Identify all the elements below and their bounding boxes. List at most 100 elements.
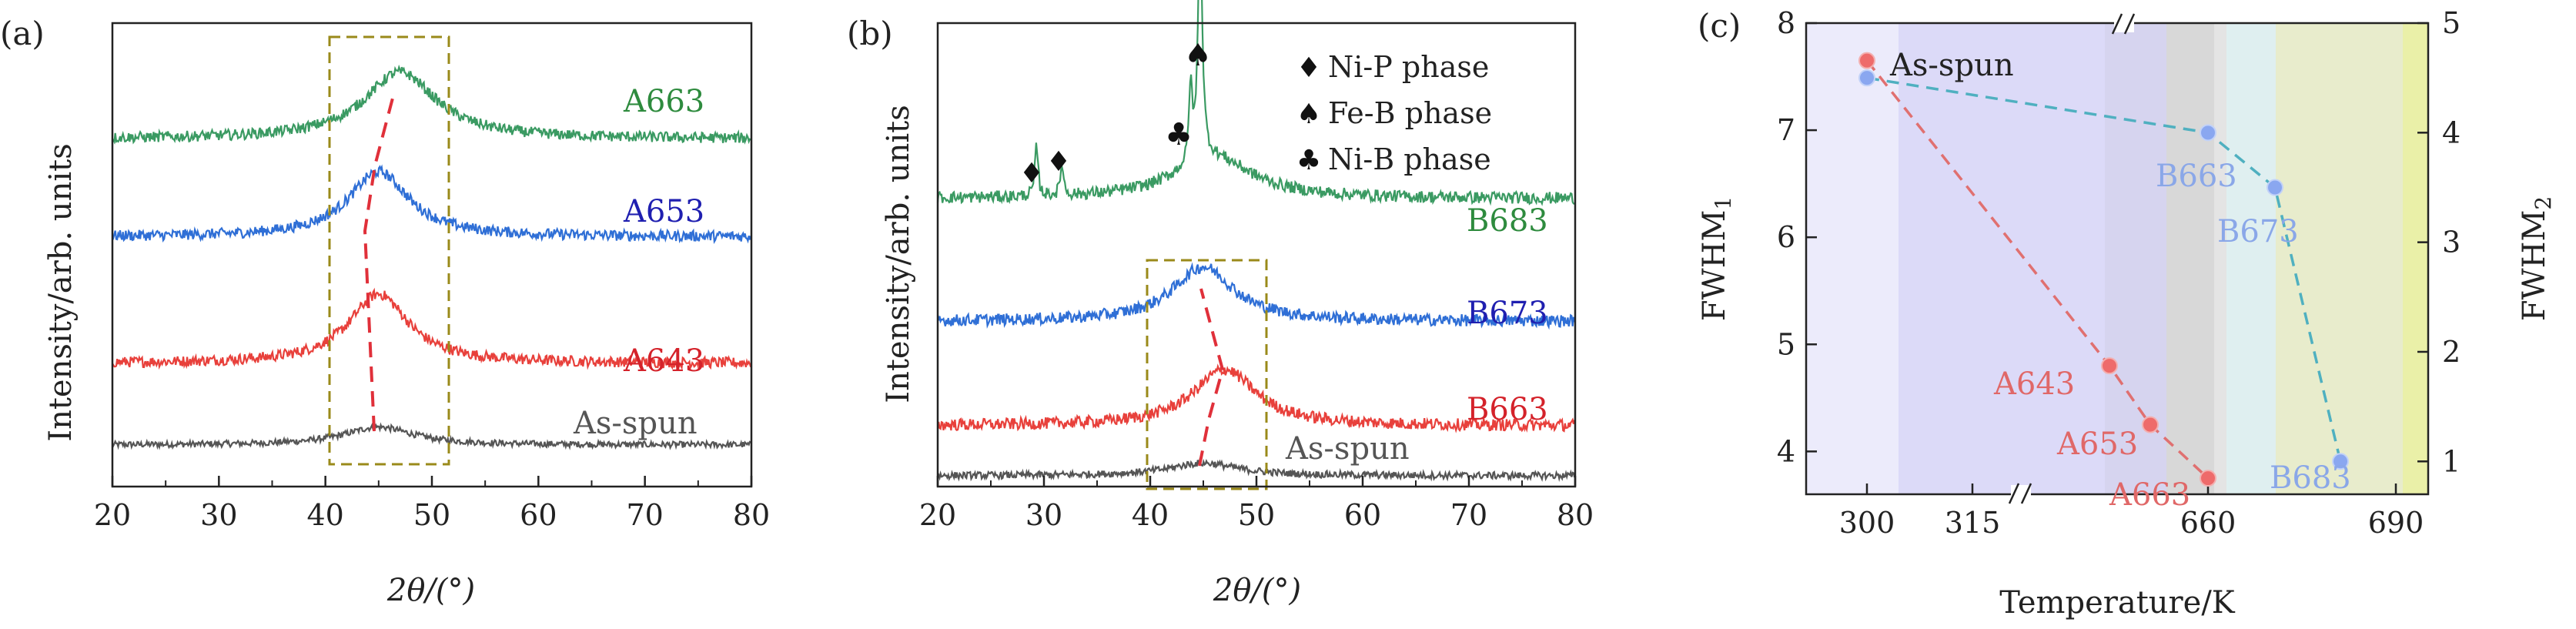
legend-text-nip: Ni-P phase xyxy=(1328,50,1489,84)
panel-a-label-a643: A643 xyxy=(623,343,704,379)
fwhm2-point-b663 xyxy=(2200,124,2216,142)
panel-a-tag: (a) xyxy=(0,15,45,52)
panel-c-xlabel: Temperature/K xyxy=(1999,585,2236,621)
xrd-curve-as-spun xyxy=(111,422,751,450)
panel-a-label-a653: A653 xyxy=(623,194,704,229)
c-y-left-tick-label: 8 xyxy=(1777,6,1795,40)
panel-b-ylabel-group: Intensity/arb. units xyxy=(881,105,916,403)
c-y-left-tick-label: 6 xyxy=(1777,220,1795,254)
panel-a-curves xyxy=(111,64,752,450)
fwhm2-point-b673 xyxy=(2267,179,2283,196)
panel-a-ylabel: Intensity/arb. units xyxy=(43,143,79,441)
fwhm1-line xyxy=(1865,59,2210,480)
panel-b-label-as-spun: As-spun xyxy=(1285,431,1410,467)
fwhm1-point-as-spun xyxy=(1858,52,1875,69)
panel-c-point-label-a653: A653 xyxy=(2056,427,2138,462)
x-tick-label: 80 xyxy=(733,498,770,532)
panel-b-label-b673: B673 xyxy=(1467,296,1548,331)
panel-c-point-label-a643: A643 xyxy=(1993,366,2075,402)
panel-a-xlabel: 2θ/(°) xyxy=(386,573,475,608)
fwhm1-point-a653 xyxy=(2142,416,2159,433)
panel-b-tag: (b) xyxy=(847,15,893,52)
x-tick-label: 20 xyxy=(919,498,956,532)
panel-b-peak-symbol-nip-2: ♦ xyxy=(1046,146,1071,178)
c-y-right-tick-label: 1 xyxy=(2442,444,2461,478)
x-tick-label: 60 xyxy=(1344,498,1381,532)
c-x-tick-label: 660 xyxy=(2180,506,2236,540)
panel-c-point-label-a663: A663 xyxy=(2109,477,2190,513)
panel-b-xlabel: 2θ/(°) xyxy=(1213,573,1301,608)
panel-a-peak-trend-line xyxy=(363,92,396,432)
panel-b-xaxis: 20 30 40 50 60 70 80 xyxy=(919,476,1594,532)
c-y-left-tick-label: 5 xyxy=(1777,327,1795,361)
panel-c-point-label-b673: B673 xyxy=(2217,214,2299,249)
xrd-curve-b683 xyxy=(936,0,1575,206)
panel-c-axis-breaks xyxy=(2008,13,2136,504)
c-y-left-tick-label: 4 xyxy=(1777,434,1795,468)
panel-c-background-bands xyxy=(1806,23,2428,494)
xrd-curve-a643 xyxy=(112,287,752,370)
panel-c-ylabel-left-subscript: 1 xyxy=(1711,196,1736,210)
panel-c-ylabel-left-group: FWHM1 xyxy=(1697,196,1736,322)
panel-c-ylabel-right-text: FWHM xyxy=(2517,210,2552,322)
x-tick-label: 30 xyxy=(200,498,237,532)
x-tick-label: 70 xyxy=(626,498,663,532)
c-y-right-tick-label: 2 xyxy=(2442,335,2461,369)
fwhm1-point-a643 xyxy=(2101,357,2118,375)
x-tick-label: 20 xyxy=(94,498,131,532)
panel-c-ylabel-left: FWHM1 xyxy=(1697,196,1736,322)
legend-symbol-nib: ♣ xyxy=(1296,145,1321,176)
fwhm2-line xyxy=(1866,76,2342,462)
panel-c-ylabel-right-subscript: 2 xyxy=(2531,196,2556,210)
panel-b-peak-symbol-feb: ♠ xyxy=(1184,38,1212,73)
c-y-right-tick-label: 3 xyxy=(2442,226,2461,259)
fwhm2-point-b683 xyxy=(2332,453,2349,470)
panel-c-tag: (c) xyxy=(1698,7,1741,45)
panel-b: (b) Intensity/arb. units 20 30 40 50 60 70 80 … xyxy=(847,0,1594,608)
panel-a-ylabel-group: Intensity/arb. units xyxy=(43,143,79,441)
x-tick-label: 50 xyxy=(413,498,450,532)
xrd-curve-b663 xyxy=(936,363,1576,433)
panel-b-label-b663: B663 xyxy=(1467,392,1548,427)
x-tick-label: 30 xyxy=(1025,498,1062,532)
fwhm2-point-as-spun xyxy=(1858,69,1875,87)
panel-a-label-as-spun: As-spun xyxy=(573,406,698,441)
xrd-curve-a653 xyxy=(112,164,752,245)
legend-symbol-nip: ♦ xyxy=(1296,52,1321,84)
legend-text-nib: Ni-B phase xyxy=(1328,142,1491,176)
panel-b-peak-trend-line xyxy=(1198,288,1225,467)
c-x-tick-label: 690 xyxy=(2368,506,2424,540)
c-x-tick-label: 315 xyxy=(1945,506,2001,540)
xrd-curve-a663 xyxy=(112,64,751,145)
panel-c-axes: 300 315 660 690 4 5 6 7 8 1 2 3 4 5 xyxy=(1777,6,2461,540)
x-tick-label: 40 xyxy=(1132,498,1169,532)
panel-c-point-label-as-spun: As-spun xyxy=(1889,48,2014,83)
panel-b-dashed-box xyxy=(1146,259,1268,490)
c-y-right-tick-label: 4 xyxy=(2442,115,2461,149)
panel-b-peak-symbol-nip-1: ♦ xyxy=(1019,158,1044,189)
fwhm1-point-a663 xyxy=(2200,470,2216,487)
panel-c-point-label-b663: B663 xyxy=(2156,159,2237,194)
panel-a: (a) Intensity/arb. units 20 30 40 50 60 70 80 … xyxy=(0,15,770,608)
panel-c-ylabel-right-group: FWHM2 xyxy=(2517,196,2556,322)
panel-b-curves xyxy=(936,0,1576,482)
x-tick-label: 80 xyxy=(1557,498,1594,532)
c-y-left-tick-label: 7 xyxy=(1777,113,1795,147)
panel-c-plot-area xyxy=(1858,52,2349,487)
panel-a-label-a663: A663 xyxy=(623,84,704,119)
panel-a-xaxis: 20 30 40 50 60 70 80 xyxy=(94,476,770,532)
panel-b-legend: ♦ Ni-P phase ♠ Fe-B phase ♣ Ni-B phase xyxy=(1296,50,1492,176)
panel-c-ylabel-left-text: FWHM xyxy=(1697,210,1732,322)
legend-symbol-feb: ♠ xyxy=(1296,99,1321,130)
panel-b-ylabel: Intensity/arb. units xyxy=(881,105,916,403)
x-tick-label: 40 xyxy=(306,498,343,532)
panel-c-ylabel-right: FWHM2 xyxy=(2517,196,2556,322)
panel-b-peak-symbol-nib: ♣ xyxy=(1165,117,1193,152)
panel-c-point-label-b683: B683 xyxy=(2270,460,2351,496)
panel-b-label-b683: B683 xyxy=(1467,203,1548,239)
xrd-curve-b673 xyxy=(936,262,1576,330)
panel-a-dashed-box xyxy=(328,35,450,466)
x-tick-label: 70 xyxy=(1450,498,1487,532)
